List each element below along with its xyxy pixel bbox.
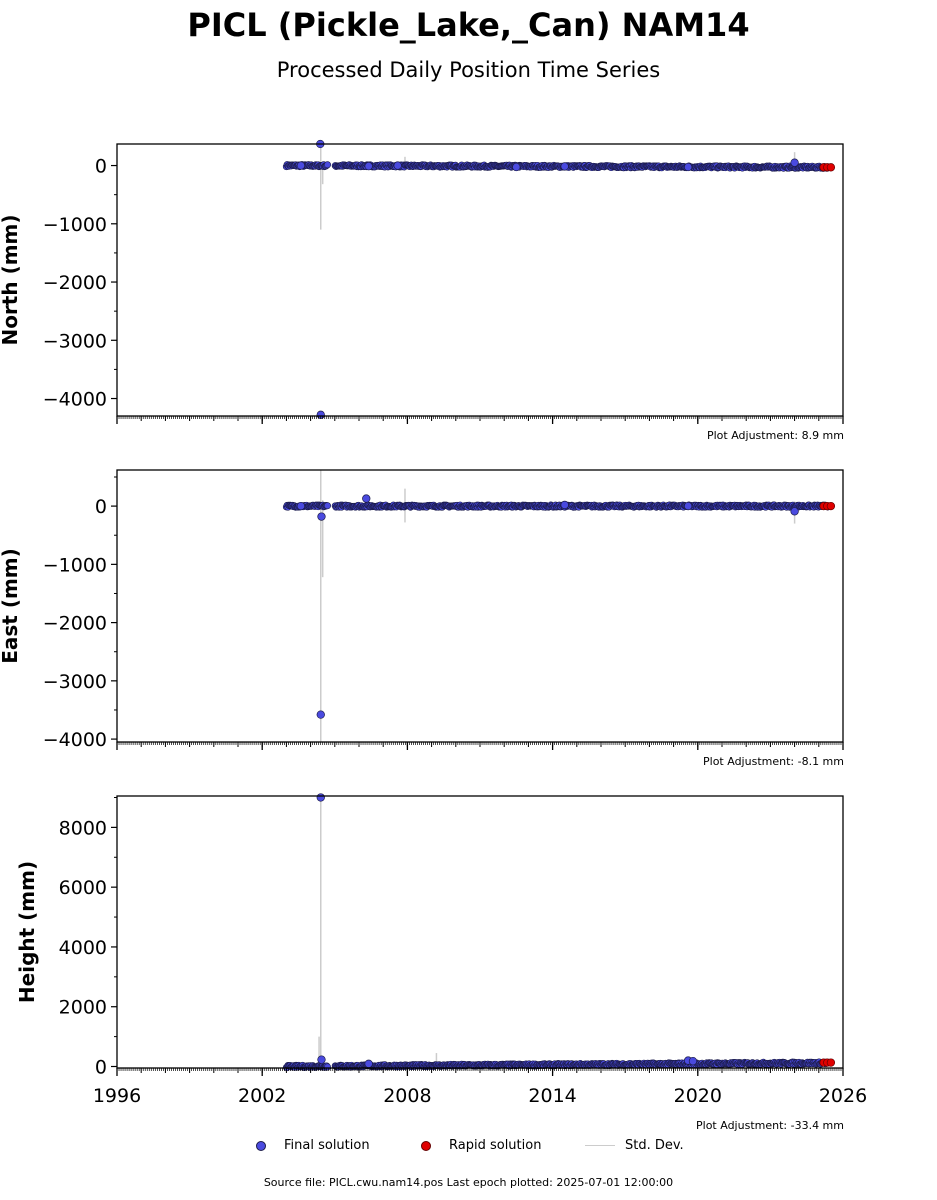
north-y-tick-label: 0 bbox=[95, 156, 107, 178]
height-final-point bbox=[316, 793, 325, 802]
north-final-point bbox=[560, 162, 569, 171]
east-final-point bbox=[324, 502, 332, 510]
legend-final-label: Final solution bbox=[284, 1138, 370, 1153]
legend-rapid: Rapid solution bbox=[421, 1138, 541, 1153]
x-tick-label: 2026 bbox=[819, 1085, 867, 1107]
north-final-point bbox=[512, 162, 521, 172]
north-final-point bbox=[296, 161, 306, 170]
height-final-point bbox=[324, 1063, 332, 1071]
height-final-point bbox=[364, 1059, 373, 1068]
east-y-axis-label: East (mm) bbox=[0, 548, 22, 664]
north-final-point bbox=[790, 158, 799, 167]
east-final-point bbox=[790, 507, 799, 516]
north-final-point bbox=[393, 161, 402, 170]
x-tick-label: 2014 bbox=[528, 1085, 576, 1107]
rapid-solution-marker-icon bbox=[421, 1140, 431, 1151]
chart-title: PICL (Pickle_Lake,_Can) NAM14 bbox=[187, 6, 750, 44]
north-plot-frame bbox=[116, 143, 844, 417]
x-tick-label: 2008 bbox=[383, 1085, 431, 1107]
height-plot-adjustment: Plot Adjustment: -33.4 mm bbox=[696, 1119, 844, 1132]
north-plot-adjustment: Plot Adjustment: 8.9 mm bbox=[706, 429, 844, 442]
east-final-point bbox=[560, 500, 569, 510]
height-y-tick-label: 6000 bbox=[59, 877, 107, 899]
legend-final: Final solution bbox=[256, 1138, 370, 1153]
legend-rapid-label: Rapid solution bbox=[449, 1138, 542, 1153]
east-final-point bbox=[317, 512, 326, 521]
height-y-tick-label: 2000 bbox=[59, 997, 107, 1019]
north-y-axis-label: North (mm) bbox=[0, 214, 22, 345]
height-y-tick-label: 4000 bbox=[59, 937, 107, 959]
north-final-point bbox=[324, 161, 332, 169]
legend-std: Std. Dev. bbox=[585, 1138, 684, 1153]
east-rapid-point bbox=[826, 501, 836, 511]
east-final-point bbox=[296, 501, 306, 511]
east-y-tick-label: −1000 bbox=[43, 554, 107, 576]
height-y-tick-label: 0 bbox=[95, 1057, 107, 1079]
east-plot-frame bbox=[116, 469, 844, 743]
source-file-note: Source file: PICL.cwu.nam14.pos Last epo… bbox=[263, 1176, 674, 1189]
height-y-axis-label: Height (mm) bbox=[15, 861, 39, 1003]
legend-std-label: Std. Dev. bbox=[625, 1138, 684, 1153]
east-final-point bbox=[316, 710, 325, 719]
height-final-point bbox=[317, 1055, 326, 1064]
east-y-tick-label: −4000 bbox=[43, 729, 107, 751]
height-final-point bbox=[688, 1056, 698, 1066]
x-tick-label: 1996 bbox=[93, 1085, 141, 1107]
east-y-tick-label: −2000 bbox=[43, 613, 107, 635]
chart-subtitle: Processed Daily Position Time Series bbox=[276, 58, 661, 82]
east-y-tick-label: 0 bbox=[95, 496, 107, 518]
height-y-tick-label: 8000 bbox=[59, 817, 107, 839]
legend: Final solution Rapid solution Std. Dev. bbox=[0, 1138, 937, 1158]
north-final-point bbox=[364, 161, 373, 171]
north-y-tick-label: −1000 bbox=[43, 214, 107, 236]
east-final-point bbox=[362, 494, 371, 503]
x-tick-label: 2020 bbox=[674, 1085, 722, 1107]
std-dev-line-icon bbox=[585, 1145, 615, 1146]
height-plot-frame bbox=[116, 795, 844, 1069]
north-rapid-point bbox=[826, 163, 836, 172]
height-rapid-point bbox=[826, 1058, 836, 1067]
north-final-point bbox=[683, 162, 693, 172]
final-solution-marker-icon bbox=[256, 1140, 266, 1151]
east-plot-adjustment: Plot Adjustment: -8.1 mm bbox=[703, 755, 844, 768]
north-y-tick-label: −3000 bbox=[43, 330, 107, 352]
north-y-tick-label: −4000 bbox=[43, 389, 107, 411]
east-y-tick-label: −3000 bbox=[43, 671, 107, 693]
east-final-point bbox=[683, 501, 693, 511]
north-y-tick-label: −2000 bbox=[43, 272, 107, 294]
x-tick-label: 2002 bbox=[238, 1085, 286, 1107]
